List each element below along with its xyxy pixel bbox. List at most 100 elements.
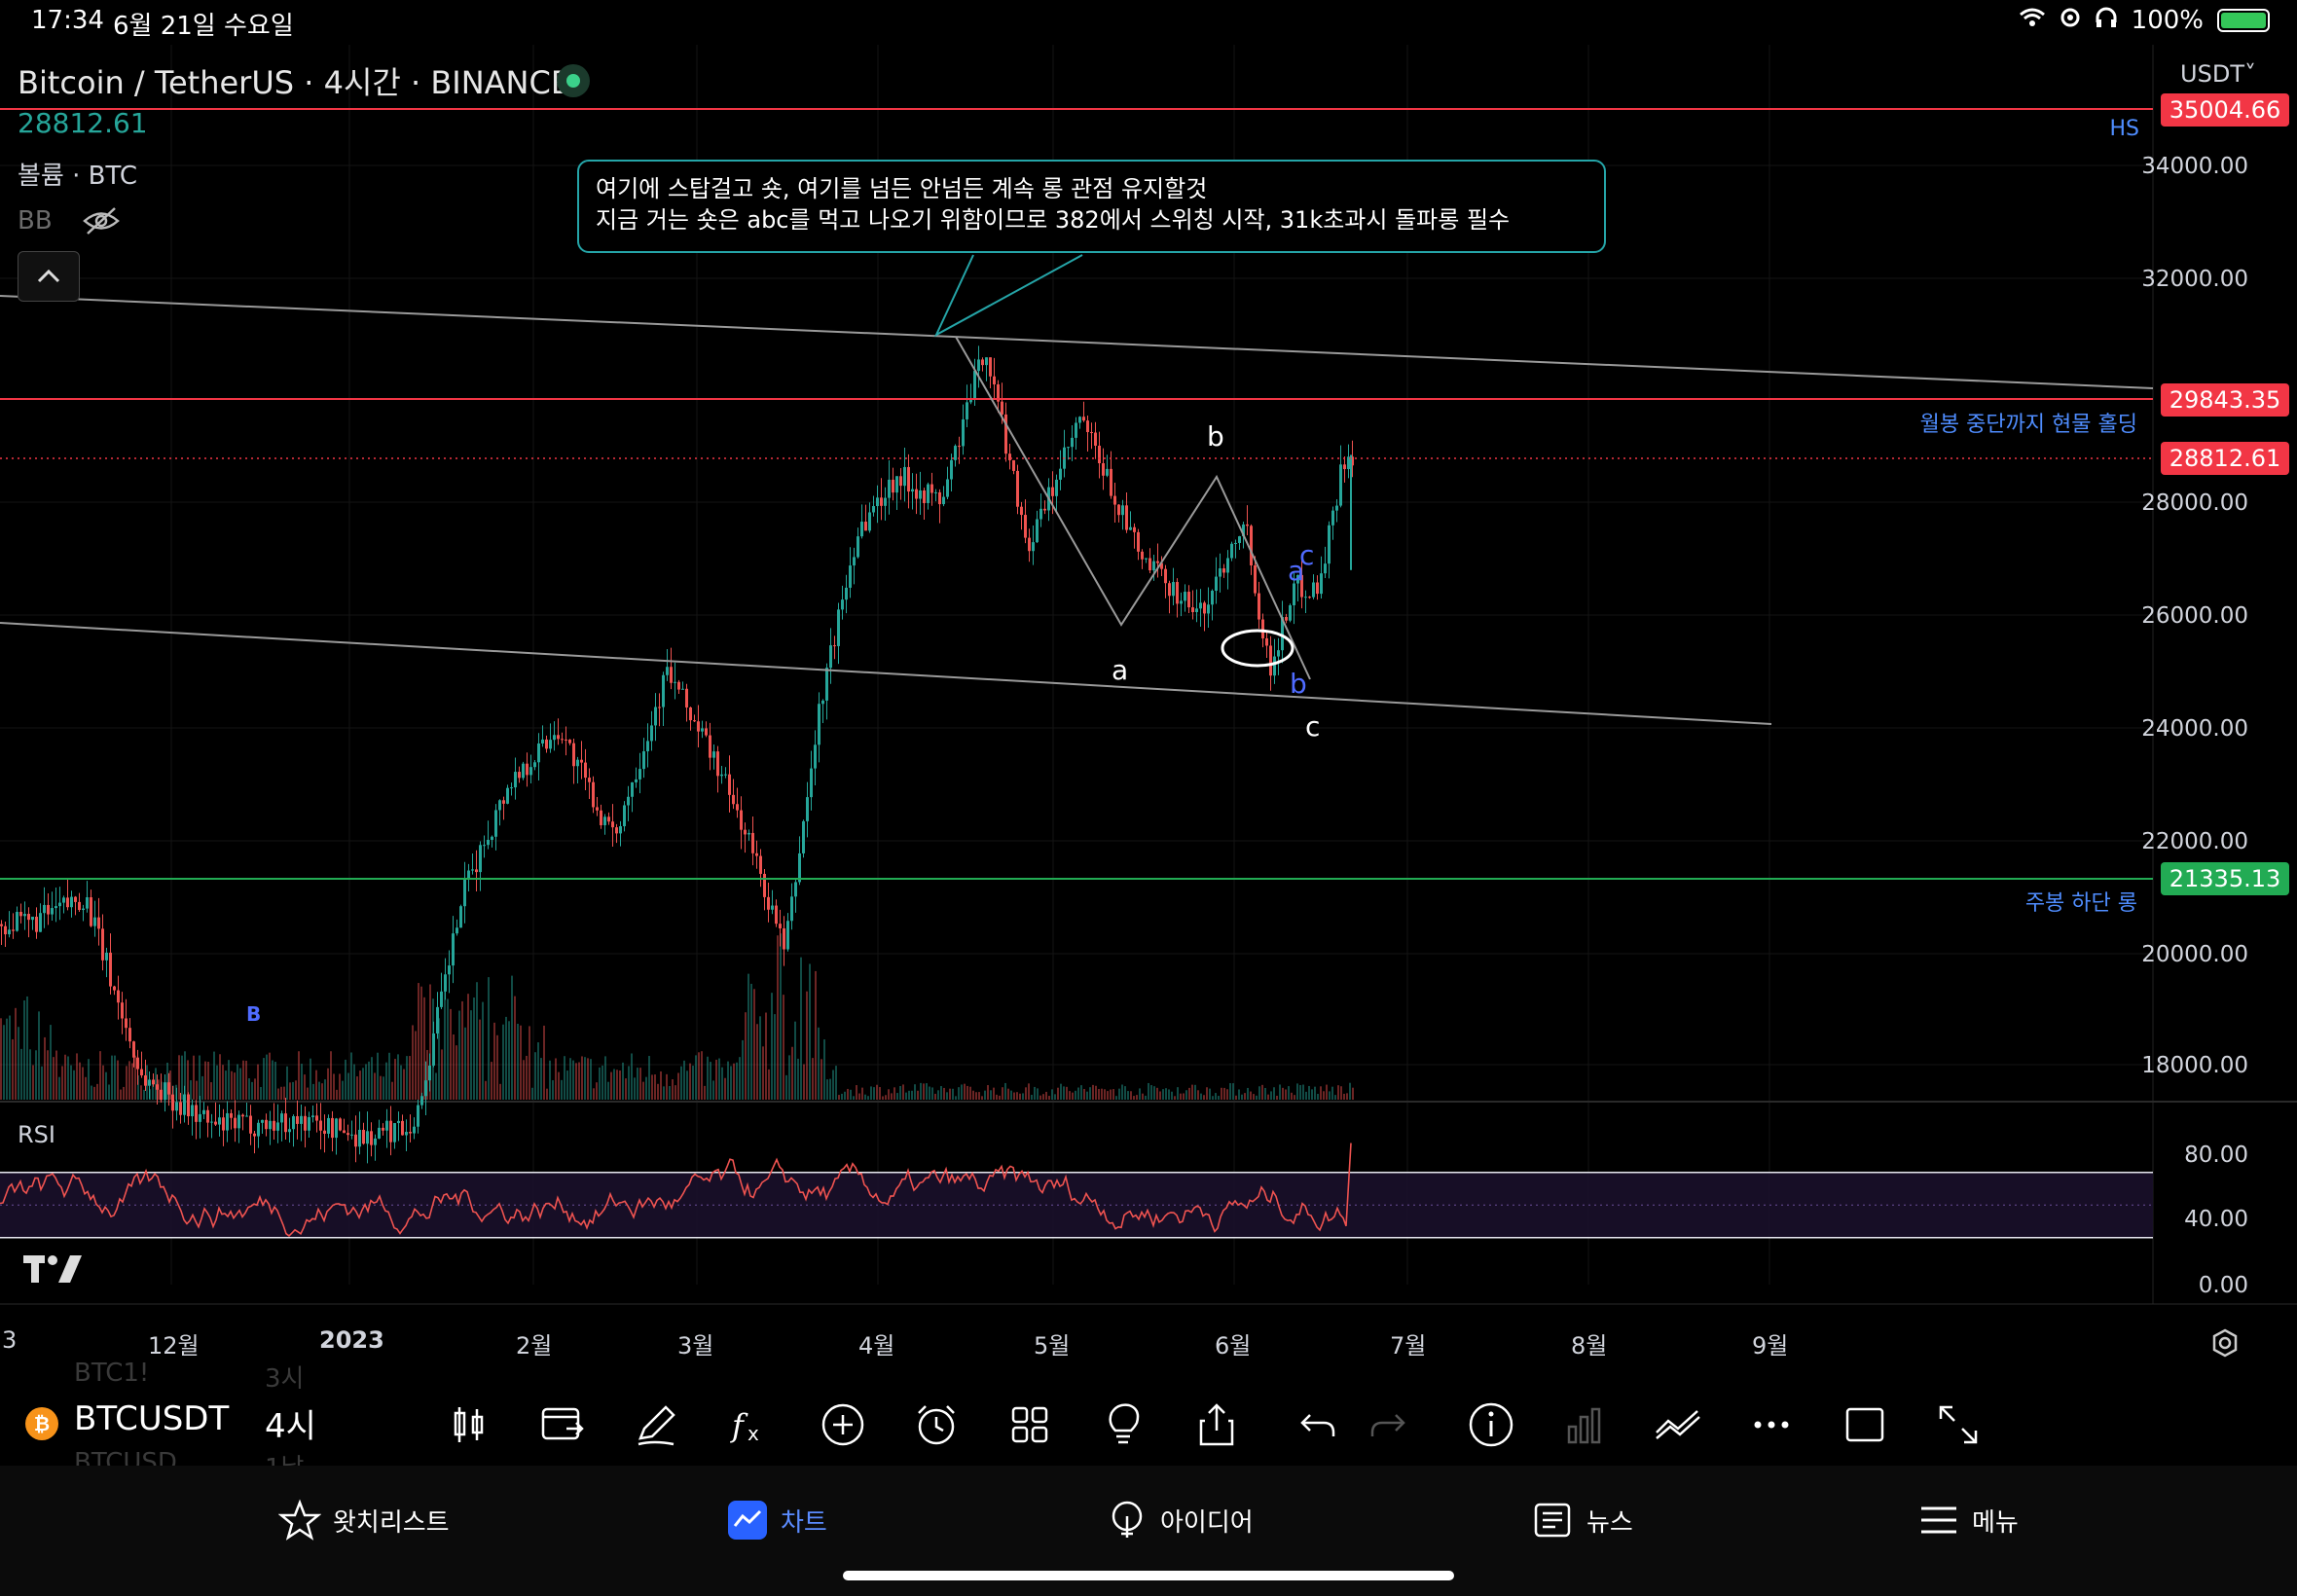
volume-indicator-label[interactable]: 볼륨 · BTC [18, 162, 137, 191]
volume-bar [1148, 1082, 1149, 1100]
trend-lines-icon[interactable] [1653, 1399, 1703, 1450]
volume-bar [374, 1072, 376, 1100]
info-icon[interactable] [1466, 1399, 1516, 1450]
volume-bar [1162, 1089, 1164, 1100]
candle-body [1293, 583, 1295, 605]
candle-body [1028, 537, 1031, 552]
candle-body [113, 986, 116, 991]
tab-watchlist[interactable]: 왓치리스트 [278, 1499, 450, 1542]
candle-body [234, 1117, 237, 1129]
rsi-tick: 40.00 [2184, 1207, 2248, 1232]
volume-bar [844, 1091, 846, 1100]
volume-bar [742, 1039, 744, 1100]
volume-bar [628, 1066, 630, 1100]
candle-body [1102, 463, 1105, 476]
alarm-icon[interactable] [911, 1399, 962, 1450]
redo-icon[interactable] [1363, 1399, 1413, 1450]
status-bar: 17:34 6월 21일 수요일 100% [0, 0, 2297, 45]
draw-brush-icon[interactable] [631, 1399, 681, 1450]
add-icon[interactable] [818, 1399, 868, 1450]
candle-body [183, 1094, 186, 1115]
rectangle-icon[interactable] [1840, 1399, 1890, 1450]
volume-bar [777, 935, 779, 1100]
candle-body [0, 924, 3, 926]
candle-body [740, 810, 743, 830]
candle-body [1016, 470, 1019, 507]
candle-body [662, 674, 665, 707]
volume-bar [1013, 1092, 1015, 1100]
undo-icon[interactable] [1293, 1399, 1343, 1450]
candle-body [580, 759, 583, 763]
fullscreen-icon[interactable] [1933, 1399, 1984, 1450]
news-icon [1534, 1503, 1571, 1538]
candle-body [1001, 401, 1003, 415]
candle-body [1067, 447, 1070, 449]
volume-bar [1180, 1093, 1182, 1100]
more-icon[interactable] [1746, 1399, 1797, 1450]
share-icon[interactable] [1191, 1399, 1242, 1450]
candle-body [962, 418, 965, 447]
candle-body [1180, 600, 1183, 604]
volume-bar [1188, 1087, 1190, 1100]
tab-chart[interactable]: 차트 [726, 1499, 827, 1542]
candle-body [677, 681, 680, 690]
bb-indicator-label[interactable]: BB [18, 206, 53, 236]
rsi-label[interactable]: RSI [18, 1121, 55, 1148]
chart-type-icon[interactable] [444, 1399, 494, 1450]
volume-bar [564, 1056, 565, 1100]
candle-body [1036, 519, 1039, 543]
volume-bar [12, 1038, 14, 1100]
volume-bar [704, 1085, 706, 1100]
eye-off-icon[interactable] [82, 204, 121, 237]
wave-label-c: c [1305, 710, 1321, 743]
tab-label: 왓치리스트 [333, 1507, 450, 1538]
symbol-selector[interactable]: BTCUSDT [74, 1399, 230, 1438]
candle-body [806, 797, 809, 821]
interval-selector[interactable]: 4시 [265, 1407, 316, 1446]
volume-bar [1145, 1095, 1147, 1100]
symbol-title[interactable]: Bitcoin / TetherUS · 4시간 · BINANCE [18, 64, 571, 101]
volume-bar [1340, 1086, 1342, 1100]
volume-bar [599, 1067, 601, 1100]
volume-bar [403, 1069, 405, 1100]
volume-bar [733, 1063, 735, 1100]
ideas-bulb-icon[interactable] [1098, 1399, 1148, 1450]
candle-body [744, 829, 747, 835]
marker-b: B [246, 1002, 262, 1026]
volume-bar [248, 1078, 250, 1100]
volume-bar [213, 1051, 215, 1100]
volume-bar [128, 1061, 130, 1100]
volume-bar [251, 1081, 253, 1100]
candle-body [12, 929, 15, 931]
volume-bar [984, 1090, 986, 1100]
collapse-legend-button[interactable] [18, 251, 80, 302]
currency-selector[interactable]: USDT˅ [2180, 60, 2256, 88]
candle-body [409, 1132, 412, 1134]
volume-bar [642, 1081, 644, 1100]
tab-ideas[interactable]: 아이디어 [1106, 1499, 1254, 1542]
tab-menu[interactable]: 메뉴 [1917, 1499, 2019, 1542]
candle-body [284, 1113, 287, 1133]
volume-bar [339, 1073, 341, 1100]
callout-box[interactable] [577, 160, 1606, 253]
candle-body [993, 376, 996, 384]
volume-bar [864, 1094, 866, 1100]
candle-body [529, 767, 532, 776]
layout-grid-icon[interactable] [1004, 1399, 1055, 1450]
bar-chart-icon[interactable] [1559, 1399, 1610, 1450]
settings-icon[interactable] [2209, 1327, 2241, 1362]
time-tick: 7월 [1390, 1332, 1427, 1360]
volume-bar [482, 1001, 484, 1100]
candle-body [1055, 479, 1058, 496]
candle-body [479, 845, 482, 873]
volume-bar [152, 1082, 154, 1100]
candle-body [202, 1109, 205, 1114]
candle-body [771, 905, 774, 910]
tab-news[interactable]: 뉴스 [1532, 1499, 1633, 1542]
candle-body [167, 1082, 170, 1095]
candle-body [1195, 608, 1198, 613]
compare-date-icon[interactable] [537, 1399, 588, 1450]
candle-body [265, 1119, 268, 1130]
candles [0, 345, 1354, 1164]
